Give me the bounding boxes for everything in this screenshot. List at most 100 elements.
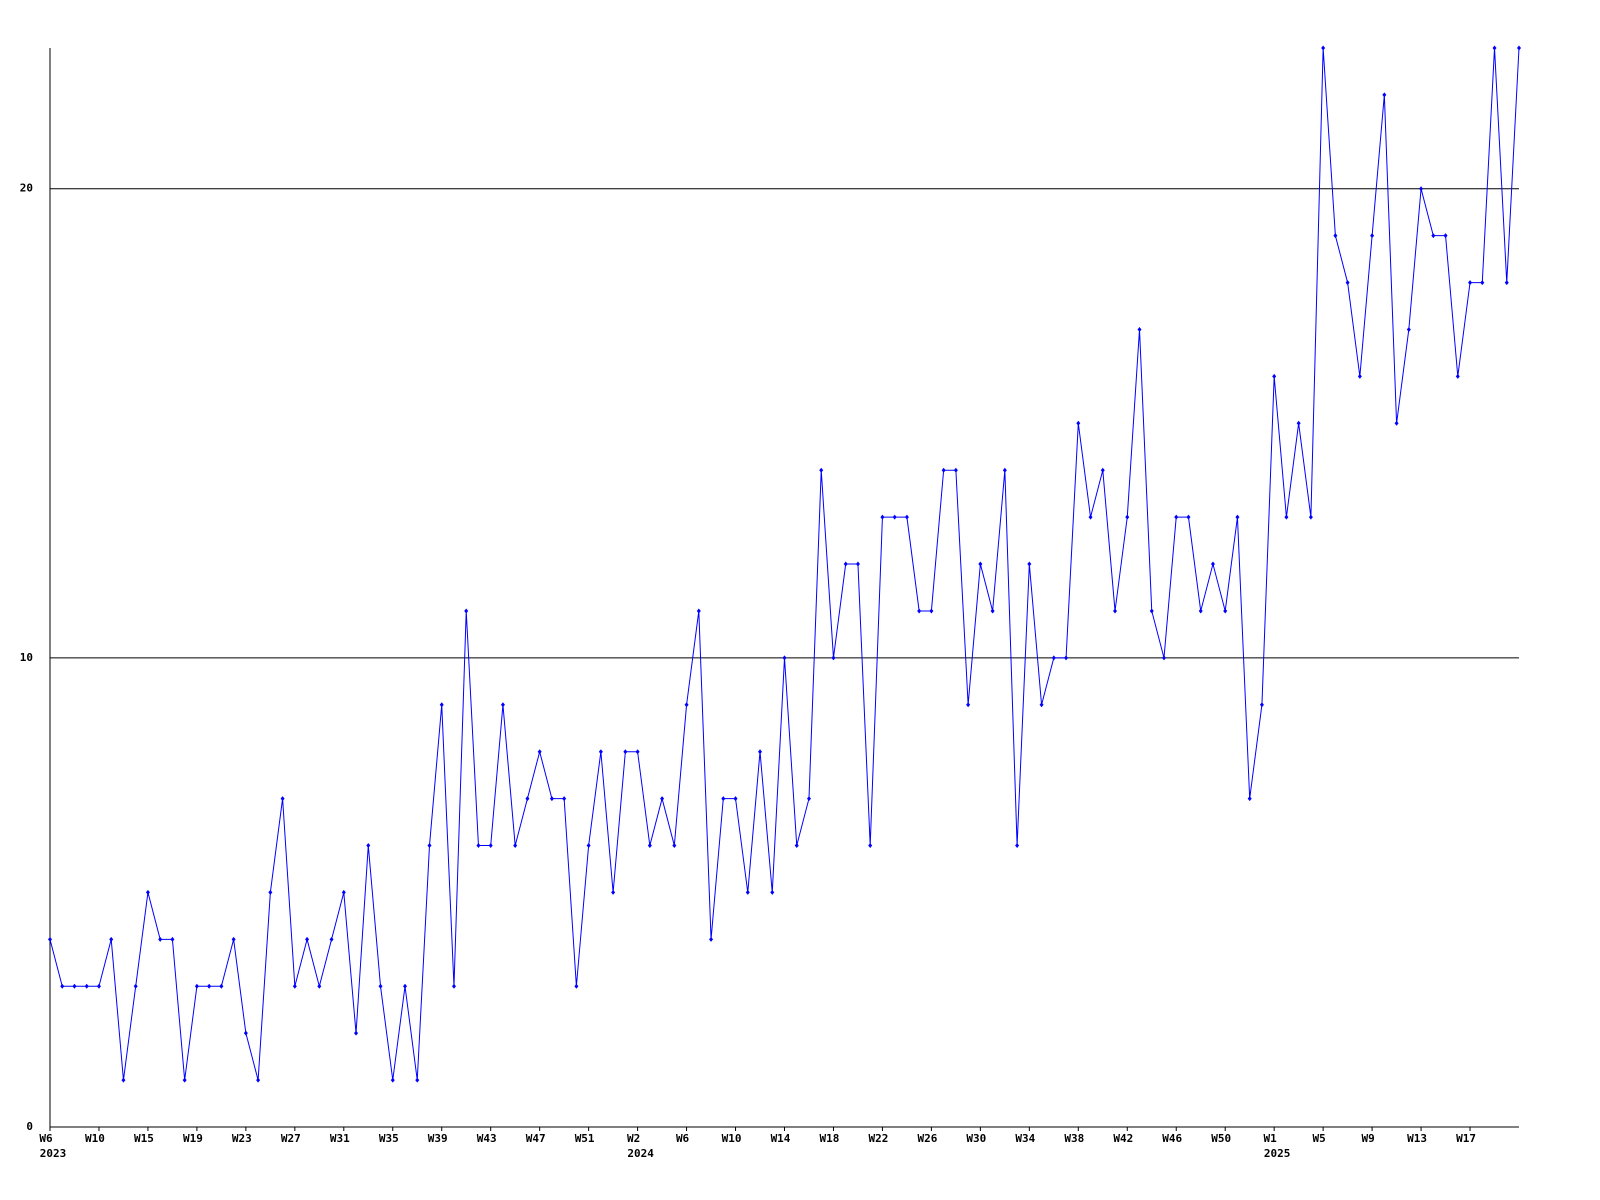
x-tick-label: W5 xyxy=(1313,1132,1326,1145)
point xyxy=(868,843,873,849)
point xyxy=(1100,467,1105,473)
point xyxy=(586,843,591,849)
point xyxy=(623,749,628,755)
x-tick-label: W6 xyxy=(39,1132,53,1145)
point xyxy=(366,843,371,849)
point xyxy=(451,983,456,989)
x-tick-label: W14 xyxy=(771,1132,791,1145)
point xyxy=(1455,373,1460,379)
x-tick-label: W1 xyxy=(1264,1132,1278,1145)
point xyxy=(170,936,175,942)
point xyxy=(1064,655,1069,661)
point xyxy=(48,936,52,942)
point xyxy=(1333,233,1338,239)
point xyxy=(696,608,701,614)
y-tick-label: 20 xyxy=(20,182,33,195)
point xyxy=(1492,45,1497,51)
point xyxy=(1002,467,1007,473)
point xyxy=(1431,233,1436,239)
x-tick-label: W17 xyxy=(1456,1132,1476,1145)
point xyxy=(1235,514,1240,520)
x-tick-label: W27 xyxy=(281,1132,301,1145)
point xyxy=(1076,420,1081,426)
point xyxy=(280,796,285,802)
point xyxy=(917,608,922,614)
point xyxy=(1382,92,1387,98)
point xyxy=(1308,514,1313,520)
point xyxy=(378,983,383,989)
point xyxy=(1186,514,1191,520)
point xyxy=(855,561,860,567)
x-tick-label: W22 xyxy=(868,1132,888,1145)
point xyxy=(1161,655,1166,661)
point xyxy=(647,843,652,849)
point xyxy=(1480,280,1485,286)
y-tick-label: 0 xyxy=(26,1120,33,1133)
point xyxy=(598,749,603,755)
x-tick-label: W35 xyxy=(379,1132,399,1145)
point xyxy=(256,1077,261,1083)
point xyxy=(292,983,297,989)
point xyxy=(1088,514,1093,520)
point xyxy=(733,796,738,802)
point xyxy=(109,936,114,942)
x-tick-label: W39 xyxy=(428,1132,448,1145)
point xyxy=(1247,796,1252,802)
year-label: 2024 xyxy=(627,1147,654,1160)
point xyxy=(721,796,726,802)
x-tick-label: W6 xyxy=(676,1132,690,1145)
point xyxy=(403,983,408,989)
point xyxy=(268,889,273,895)
point xyxy=(1504,280,1509,286)
point xyxy=(1259,702,1264,708)
point xyxy=(354,1030,359,1036)
point xyxy=(219,983,224,989)
point xyxy=(1198,608,1203,614)
point xyxy=(1419,186,1424,192)
point xyxy=(1406,326,1411,332)
point xyxy=(1357,373,1362,379)
point xyxy=(1517,45,1521,51)
point xyxy=(1015,843,1020,849)
point xyxy=(953,467,958,473)
point xyxy=(1345,280,1350,286)
point xyxy=(207,983,212,989)
x-tick-label: W9 xyxy=(1361,1132,1374,1145)
year-label: 2023 xyxy=(40,1147,67,1160)
point xyxy=(1394,420,1399,426)
x-tick-label: W2 xyxy=(627,1132,640,1145)
point xyxy=(929,608,934,614)
series-line xyxy=(49,47,1520,1081)
point xyxy=(549,796,554,802)
point xyxy=(990,608,995,614)
point xyxy=(488,843,493,849)
point xyxy=(182,1077,187,1083)
point xyxy=(758,749,763,755)
y-tick-label: 10 xyxy=(20,651,33,664)
x-tick-label: W46 xyxy=(1162,1132,1182,1145)
year-label: 2025 xyxy=(1264,1147,1291,1160)
point xyxy=(880,514,885,520)
point xyxy=(439,702,444,708)
point xyxy=(1149,608,1154,614)
point xyxy=(709,936,714,942)
x-tick-label: W23 xyxy=(232,1132,252,1145)
point xyxy=(770,889,775,895)
x-tick-label: W43 xyxy=(477,1132,497,1145)
point xyxy=(782,655,787,661)
x-tick-label: W42 xyxy=(1113,1132,1133,1145)
x-tick-label: W18 xyxy=(820,1132,840,1145)
point xyxy=(84,983,89,989)
point xyxy=(96,983,101,989)
point xyxy=(1223,608,1228,614)
point xyxy=(1272,373,1277,379)
point xyxy=(513,843,518,849)
x-tick-label: W34 xyxy=(1015,1132,1035,1145)
point xyxy=(1321,45,1326,51)
point xyxy=(1039,702,1044,708)
x-tick-label: W15 xyxy=(134,1132,154,1145)
point xyxy=(60,983,65,989)
x-tick-label: W19 xyxy=(183,1132,203,1145)
point xyxy=(745,889,750,895)
